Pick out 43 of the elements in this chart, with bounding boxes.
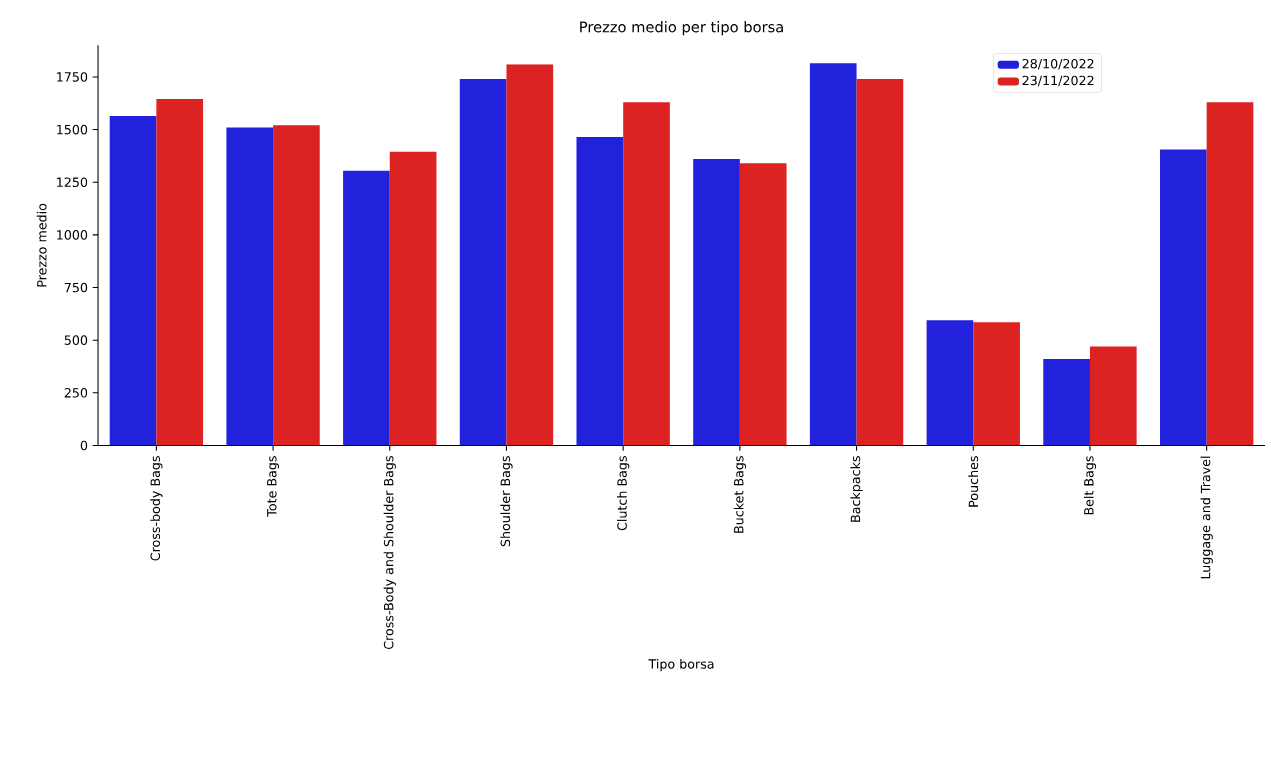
bar — [739, 163, 787, 446]
bar — [926, 320, 974, 446]
y-axis-title: Prezzo medio — [36, 203, 47, 287]
x-tick-label: Luggage and Travel — [1200, 456, 1213, 579]
x-tick-label: Cross-Body and Shoulder Bags — [383, 456, 396, 650]
bar — [343, 170, 390, 446]
bar — [226, 127, 274, 446]
bar — [693, 159, 740, 446]
bar — [156, 99, 204, 446]
y-tick-label: 1500 — [57, 125, 88, 135]
bar — [273, 125, 320, 446]
x-tick-label: Bucket Bags — [733, 456, 746, 533]
bar — [856, 79, 904, 446]
bar — [506, 64, 554, 446]
bar — [459, 79, 507, 446]
legend-label: 23/11/2022 — [1022, 75, 1094, 87]
legend-label: 28/10/2022 — [1022, 59, 1094, 70]
x-tick-label: Cross-body Bags — [150, 456, 163, 561]
x-axis-title: Tipo borsa — [648, 659, 714, 672]
y-tick-label: 750 — [64, 282, 88, 293]
bar — [809, 63, 857, 446]
y-tick-label: 1750 — [57, 72, 88, 82]
y-tick-label: 1000 — [57, 230, 88, 240]
x-tick-label: Pouches — [968, 456, 979, 507]
bar — [623, 102, 670, 446]
x-tick-label: Shoulder Bags — [500, 456, 513, 547]
bar — [973, 322, 1020, 446]
bar — [576, 137, 624, 446]
bar — [1159, 149, 1207, 446]
chart-title: Prezzo medio per tipo borsa — [580, 21, 783, 36]
bar — [389, 151, 437, 446]
bar — [1043, 359, 1090, 446]
x-tick-label: Tote Bags — [267, 456, 280, 517]
bar — [1089, 346, 1137, 446]
x-tick-label: Backpacks — [850, 456, 863, 522]
x-tick-label: Clutch Bags — [617, 456, 630, 531]
bar — [1206, 102, 1254, 446]
y-tick-label: 250 — [64, 388, 88, 398]
y-tick-label: 1250 — [57, 177, 88, 188]
y-tick-label: 0 — [80, 440, 88, 451]
x-tick-label: Belt Bags — [1083, 456, 1097, 515]
y-tick-label: 500 — [64, 335, 88, 346]
bar — [109, 116, 157, 446]
